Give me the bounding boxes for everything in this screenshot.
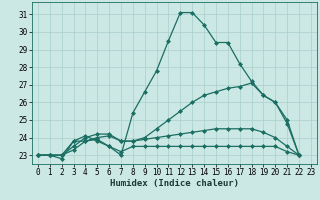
X-axis label: Humidex (Indice chaleur): Humidex (Indice chaleur) (110, 179, 239, 188)
